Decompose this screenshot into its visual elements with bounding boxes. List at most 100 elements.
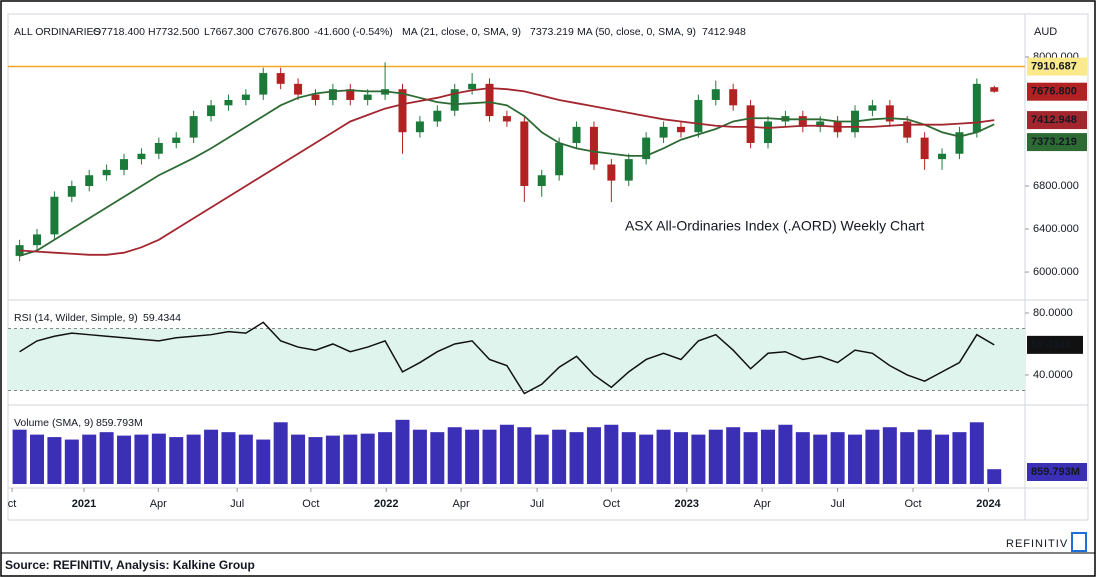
volume-bar (151, 433, 166, 484)
candle-body (328, 89, 337, 100)
volume-bar (726, 427, 741, 484)
candle-body (537, 175, 546, 186)
candle-body (485, 83, 494, 117)
x-tick-label: Apr (453, 498, 470, 510)
price-badge-label: 7412.948 (1031, 114, 1077, 126)
volume-bar (291, 434, 306, 484)
volume-bar (517, 427, 532, 484)
volume-bar (760, 429, 775, 484)
candle-body (955, 132, 964, 154)
price-badge (1027, 133, 1087, 152)
candle-body (224, 99, 233, 106)
header-low: L7667.300 (204, 26, 254, 38)
volume-bar (673, 432, 688, 484)
candle-body (746, 105, 755, 143)
candle-body (311, 94, 320, 100)
candle-body (294, 83, 303, 95)
price-badge-label: 7373.219 (1031, 136, 1077, 148)
header-high: H7732.500 (148, 26, 200, 38)
rsi-line (19, 321, 995, 395)
brand-logo (1071, 532, 1087, 552)
volume-bar (395, 419, 410, 484)
volume-bar (47, 437, 62, 484)
candle-body (363, 94, 372, 100)
rsi-name: RSI (14, Wilder, Simple, 9) (14, 312, 138, 324)
candle-body (120, 159, 129, 170)
volume-bar (952, 432, 967, 484)
candle-body (67, 186, 76, 197)
volume-sma: 859.793M (96, 417, 143, 429)
volume-bar (848, 434, 863, 484)
x-tick-label: 2022 (374, 498, 398, 510)
volume-bar (238, 434, 253, 484)
y-tick-label: 6800.000 (1033, 180, 1079, 192)
candle-body (676, 126, 685, 133)
ma-line (19, 89, 995, 257)
candle-body (415, 121, 424, 133)
volume-bar (30, 434, 45, 484)
candle-body (607, 164, 616, 181)
candle-body (990, 87, 999, 92)
rsi-value: 59.4344 (143, 312, 181, 324)
candle-body (33, 234, 42, 246)
candle-body (711, 89, 720, 100)
candle-body (520, 121, 529, 186)
legend-name: MA (21, close, 0, SMA, 9) (402, 26, 521, 38)
volume-badge (1027, 463, 1087, 481)
x-tick-label: 2023 (675, 498, 699, 510)
candle-body (798, 116, 807, 127)
candle-body (172, 137, 181, 143)
volume-badge-label: 859.793M (1031, 466, 1080, 478)
volume-bar (882, 427, 897, 484)
header-symbol: ALL ORDINARIES (14, 26, 101, 38)
volume-bar (499, 424, 514, 484)
x-tick-label: Oct (904, 498, 921, 510)
candle-body (920, 137, 929, 160)
candle-body (102, 169, 111, 176)
volume-bar (708, 429, 723, 484)
price-badge (1027, 57, 1087, 76)
volume-bar (186, 434, 201, 484)
volume-bar (412, 429, 427, 484)
candle-body (868, 105, 877, 111)
candle-body (729, 89, 738, 106)
header-open: O7718.400 (93, 26, 145, 38)
candle-body (624, 159, 633, 181)
candle-body (207, 105, 216, 117)
legend-value: 7412.948 (702, 26, 746, 38)
candle-body (763, 121, 772, 143)
volume-bar (221, 432, 236, 484)
volume-bar (917, 429, 932, 484)
candle-body (276, 73, 285, 84)
candle-body (885, 105, 894, 122)
candle-body (398, 89, 407, 133)
candle-body (694, 99, 703, 133)
volume-bar (569, 432, 584, 484)
x-tick-label: Jul (230, 498, 244, 510)
y-tick-label: 6400.000 (1033, 223, 1079, 235)
chart-frame (7, 13, 1089, 521)
volume-bar (586, 427, 601, 484)
candle-body (555, 142, 564, 176)
candle-body (589, 126, 598, 165)
volume-bar (465, 429, 480, 484)
volume-bar (12, 429, 27, 484)
x-tick-label: ct (8, 498, 17, 510)
candle-body (816, 121, 825, 127)
volume-bar (639, 434, 654, 484)
brand: REFINITIV (1006, 538, 1068, 550)
y-tick-label: 6000.000 (1033, 266, 1079, 278)
candle-body (433, 110, 442, 122)
candle-body (903, 121, 912, 138)
price-badge (1027, 111, 1087, 130)
volume-bar (82, 434, 97, 484)
ma-line (19, 87, 995, 256)
volume-bar (447, 427, 462, 484)
volume-bar (256, 439, 271, 484)
volume-bar (64, 439, 79, 484)
volume-bar (117, 435, 132, 484)
candle-body (468, 83, 477, 90)
volume-bar (743, 432, 758, 484)
